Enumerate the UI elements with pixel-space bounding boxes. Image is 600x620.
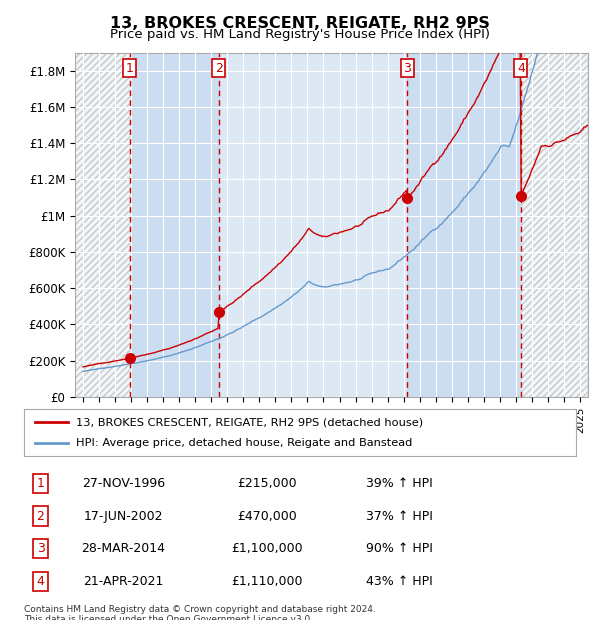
Text: £1,110,000: £1,110,000 <box>231 575 302 588</box>
Text: HPI: Average price, detached house, Reigate and Banstead: HPI: Average price, detached house, Reig… <box>76 438 413 448</box>
Text: £1,100,000: £1,100,000 <box>231 542 302 556</box>
Text: 3: 3 <box>404 61 412 74</box>
Text: 4: 4 <box>517 61 525 74</box>
Text: 13, BROKES CRESCENT, REIGATE, RH2 9PS (detached house): 13, BROKES CRESCENT, REIGATE, RH2 9PS (d… <box>76 417 424 427</box>
Text: 1: 1 <box>126 61 134 74</box>
Text: 3: 3 <box>37 542 44 556</box>
Text: 37% ↑ HPI: 37% ↑ HPI <box>366 510 433 523</box>
Text: 4: 4 <box>37 575 44 588</box>
Text: 43% ↑ HPI: 43% ↑ HPI <box>366 575 433 588</box>
Text: 2: 2 <box>37 510 44 523</box>
Text: 1: 1 <box>37 477 44 490</box>
Text: £215,000: £215,000 <box>237 477 296 490</box>
Text: 90% ↑ HPI: 90% ↑ HPI <box>366 542 433 556</box>
Text: Contains HM Land Registry data © Crown copyright and database right 2024.
This d: Contains HM Land Registry data © Crown c… <box>24 604 376 620</box>
Text: 39% ↑ HPI: 39% ↑ HPI <box>366 477 433 490</box>
Text: 27-NOV-1996: 27-NOV-1996 <box>82 477 165 490</box>
Text: 21-APR-2021: 21-APR-2021 <box>83 575 164 588</box>
Text: 2: 2 <box>215 61 223 74</box>
Text: 28-MAR-2014: 28-MAR-2014 <box>82 542 166 556</box>
Text: 13, BROKES CRESCENT, REIGATE, RH2 9PS: 13, BROKES CRESCENT, REIGATE, RH2 9PS <box>110 16 490 30</box>
Bar <box>407 53 521 397</box>
Bar <box>130 53 218 397</box>
Text: £470,000: £470,000 <box>237 510 297 523</box>
Text: Price paid vs. HM Land Registry's House Price Index (HPI): Price paid vs. HM Land Registry's House … <box>110 28 490 41</box>
Text: 17-JUN-2002: 17-JUN-2002 <box>83 510 163 523</box>
